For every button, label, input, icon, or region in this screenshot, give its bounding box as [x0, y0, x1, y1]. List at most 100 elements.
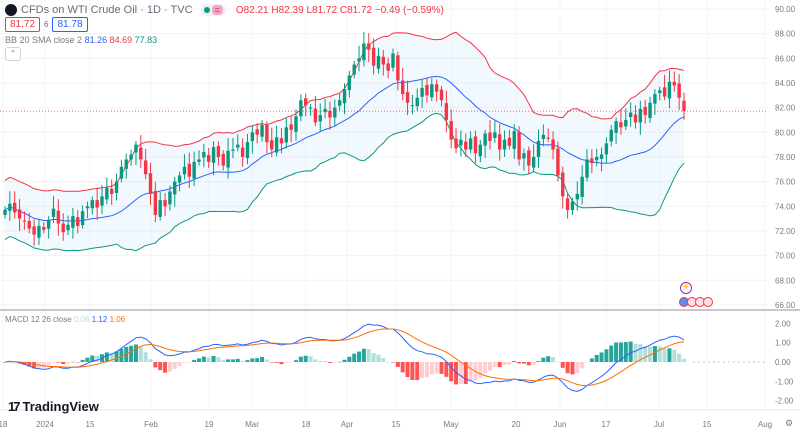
candles — [3, 32, 686, 246]
bollinger-legend[interactable]: BB 20 SMA close 2 81.26 84.69 77.83 — [5, 35, 157, 45]
candle-body — [536, 140, 541, 157]
spread-value: 6 — [44, 20, 49, 29]
tradingview-logo[interactable]: 17 TradingView — [8, 399, 99, 414]
macd-hist-value: 0.06 — [73, 315, 90, 324]
close-value: 81.72 — [347, 4, 373, 16]
high-label: H — [271, 4, 279, 16]
candle-body — [444, 103, 449, 120]
macd-histogram-bar — [235, 358, 240, 362]
candle-body — [614, 121, 618, 133]
macd-histogram-bar — [366, 349, 371, 362]
price-tick-label: 84.00 — [775, 79, 796, 88]
settings-gear-icon[interactable]: ⚙ — [785, 418, 794, 428]
macd-histogram-bar — [187, 362, 192, 363]
symbol-title[interactable]: CFDs on WTI Crude Oil · 1D · TVC — [21, 4, 193, 16]
macd-histogram-bar — [148, 359, 153, 362]
macd-legend[interactable]: MACD 12 26 close 0.06 1.12 1.06 — [5, 315, 125, 324]
candle-body — [255, 129, 259, 135]
candle-body — [517, 132, 521, 160]
macd-histogram-bar — [483, 362, 488, 374]
macd-histogram-bar — [424, 362, 429, 378]
candle-body — [352, 64, 356, 75]
candle-body — [299, 100, 303, 117]
macd-histogram-bar — [618, 342, 623, 362]
bollinger-bands — [4, 31, 685, 252]
macd-histogram-bar — [371, 353, 376, 362]
price-tick-label: 66.00 — [775, 301, 796, 310]
macd-histogram-bar — [240, 360, 245, 362]
candle-body — [653, 94, 657, 104]
macd-histogram-bar — [308, 356, 313, 362]
candle-body — [260, 124, 264, 137]
macd-histogram-bar — [628, 341, 633, 362]
macd-histogram-bar — [197, 358, 201, 362]
macd-histogram-bar — [153, 362, 158, 368]
candle-body — [488, 132, 492, 141]
macd-histogram-bar — [376, 354, 381, 362]
candle-body — [294, 116, 298, 132]
macd-histogram-bar — [61, 362, 66, 365]
price-tick-label: 80.00 — [775, 128, 796, 137]
candle-body — [333, 107, 337, 118]
axes[interactable]: 90.00 88.00 86.00 84.00 82.00 80.00 78.00 76.00… — [0, 5, 800, 429]
macd-histogram-bar — [289, 362, 294, 363]
candle-body — [168, 191, 172, 205]
macd-pane — [3, 323, 686, 392]
macd-histogram-bar — [230, 359, 235, 362]
macd-histogram-bar — [449, 362, 454, 382]
macd-histogram-bar — [594, 354, 599, 362]
candle-body — [667, 81, 672, 99]
price-tick-label: 76.00 — [775, 178, 796, 187]
candle-body — [507, 137, 512, 146]
macd-histogram-bar — [386, 361, 391, 363]
candle-body — [76, 217, 80, 227]
macd-histogram-bar — [182, 362, 187, 363]
macd-histogram-bar — [575, 362, 580, 373]
macd-histogram-bar — [517, 362, 522, 364]
basis-line — [4, 75, 685, 222]
macd-histogram-bar — [255, 358, 260, 362]
macd-histogram-bar — [609, 345, 614, 362]
candle-body — [425, 84, 429, 96]
macd-histogram-bar — [468, 362, 473, 382]
candle-body — [546, 137, 550, 139]
high-value: 82.39 — [278, 4, 304, 16]
macd-histogram-bar — [119, 348, 124, 362]
macd-histogram-bar — [27, 362, 32, 367]
candle-body — [522, 153, 526, 159]
candle-body — [449, 120, 453, 140]
buy-button[interactable]: 81.78 — [52, 17, 88, 32]
macd-histogram-bar — [415, 362, 420, 381]
macd-histogram-bar — [502, 362, 507, 366]
macd-histogram-bar — [560, 362, 565, 368]
low-label: L — [306, 4, 313, 16]
market-status-pill[interactable]: = — [200, 4, 226, 16]
candle-body — [619, 122, 623, 128]
macd-histogram-bar — [80, 359, 85, 362]
candle-body — [434, 84, 439, 92]
macd-histogram-bar — [260, 356, 265, 362]
macd-histogram-bar — [400, 362, 405, 373]
candle-body — [556, 148, 560, 176]
macd-histogram-bar — [599, 352, 604, 362]
signal-line — [4, 328, 685, 386]
candle-body — [410, 105, 415, 107]
macd-histogram-bar — [269, 362, 274, 363]
candle-body — [386, 63, 390, 71]
candle-body — [134, 144, 138, 153]
change-value: −0.49 (−0.59%) — [374, 4, 444, 16]
candle-body — [289, 124, 293, 130]
sell-button[interactable]: 81.72 — [5, 17, 41, 32]
collapse-legend-button[interactable]: ⌃ — [5, 47, 21, 61]
macd-histogram-bar — [434, 362, 439, 374]
economic-events-flags[interactable] — [679, 297, 713, 307]
candle-body — [42, 226, 46, 230]
ohlc-values: O82.21 H82.39 L81.72 C81.72 −0.49 (−0.59… — [236, 5, 444, 16]
price-tick-label: 90.00 — [775, 5, 796, 14]
macd-histogram-bar — [323, 361, 328, 362]
candle-body — [541, 134, 546, 139]
lightning-event-icon[interactable]: ⚡ — [680, 282, 692, 294]
candle-body — [570, 201, 575, 210]
price-tick-label: 74.00 — [775, 202, 796, 211]
